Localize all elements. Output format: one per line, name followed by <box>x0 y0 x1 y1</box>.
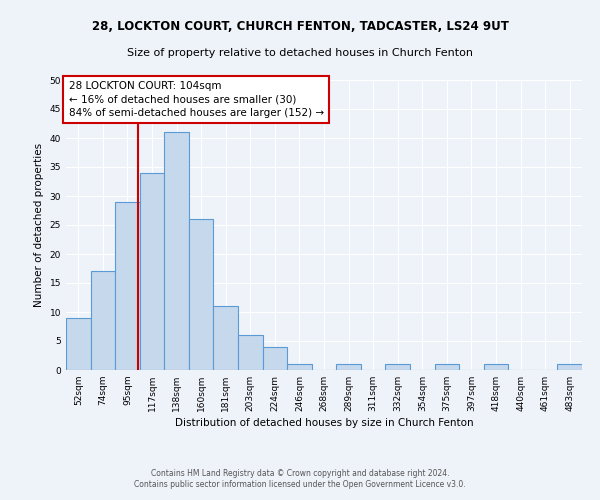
Text: 28, LOCKTON COURT, CHURCH FENTON, TADCASTER, LS24 9UT: 28, LOCKTON COURT, CHURCH FENTON, TADCAS… <box>92 20 508 33</box>
Y-axis label: Number of detached properties: Number of detached properties <box>34 143 44 307</box>
Bar <box>263 347 287 370</box>
Bar <box>557 364 582 370</box>
Text: Contains public sector information licensed under the Open Government Licence v3: Contains public sector information licen… <box>134 480 466 489</box>
Text: Contains HM Land Registry data © Crown copyright and database right 2024.: Contains HM Land Registry data © Crown c… <box>151 468 449 477</box>
Bar <box>164 132 189 370</box>
Bar <box>140 173 164 370</box>
X-axis label: Distribution of detached houses by size in Church Fenton: Distribution of detached houses by size … <box>175 418 473 428</box>
Bar <box>66 318 91 370</box>
Bar <box>336 364 361 370</box>
Bar <box>434 364 459 370</box>
Bar <box>214 306 238 370</box>
Bar <box>115 202 140 370</box>
Bar <box>287 364 312 370</box>
Bar <box>189 219 214 370</box>
Bar <box>91 272 115 370</box>
Text: 28 LOCKTON COURT: 104sqm
← 16% of detached houses are smaller (30)
84% of semi-d: 28 LOCKTON COURT: 104sqm ← 16% of detach… <box>68 82 324 118</box>
Bar <box>385 364 410 370</box>
Bar <box>484 364 508 370</box>
Bar <box>238 335 263 370</box>
Text: Size of property relative to detached houses in Church Fenton: Size of property relative to detached ho… <box>127 48 473 58</box>
